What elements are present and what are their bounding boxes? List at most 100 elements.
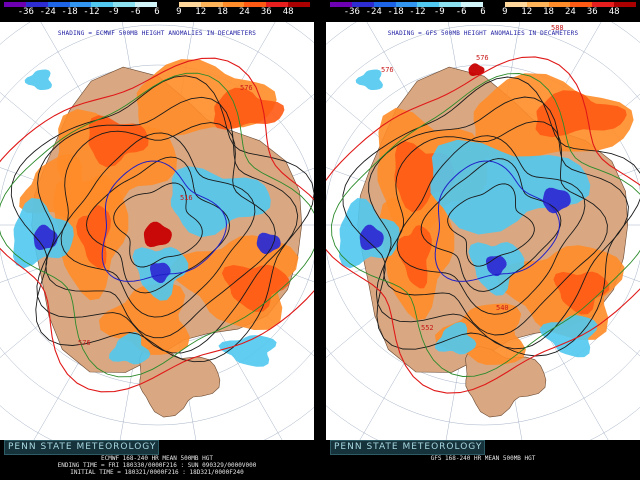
height-contour [45,122,276,339]
legend-tick-label: -24 [365,7,382,17]
legend-tick-label: -6 [455,7,467,17]
legend-swatch [548,2,571,7]
strong-positive-anomaly [397,225,432,289]
legend-swatch [373,2,396,7]
extreme-positive-anomaly [143,221,172,248]
shading-title: SHADING = ECMWF 500MB HEIGHT ANOMALIES I… [57,30,257,37]
legend-tick-label: 36 [260,7,272,17]
legend-swatch [69,2,92,7]
negative-anomaly [24,69,52,90]
legend-tick-label: -18 [387,7,404,17]
legend-swatch [570,2,593,7]
height-contour [396,135,586,315]
penn-state-label: PENN STATE METEOROLOGY [330,440,485,455]
legend-swatch [461,2,484,7]
legend-swatch [113,2,136,7]
contour-label: 516 [180,194,193,202]
strong-positive-anomaly [553,271,610,315]
penn-state-label: PENN STATE METEOROLOGY [4,440,159,455]
legend-swatch [483,2,505,7]
legend-swatch [178,2,201,7]
footer-line: INITIAL TIME = 180321/0000F216 : 18D321/… [70,469,244,476]
gfs-polar-map: 588 576 576 540 552 [326,22,640,440]
red-contour [326,56,640,394]
legend-tick-label: 6 [480,7,486,17]
latitude-circle [326,24,640,426]
latitude-circle [0,24,314,426]
legend-swatch [288,2,311,7]
blue-contour [101,160,228,282]
legend-tick-label: -9 [107,7,119,17]
contour-label: 540 [496,304,509,312]
map-canvas: 588 576 576 540 552 [326,22,640,440]
negative-anomaly [539,315,598,358]
legend-swatch [25,2,48,7]
negative-anomaly [109,331,151,365]
legend-tick-label: 6 [154,7,160,17]
contour-label: 576 [240,84,253,92]
legend-ticks: -36 -24 -18 -12 -9 -6 6 9 12 18 24 36 48 [4,7,310,19]
legend-tick-label: 24 [239,7,250,17]
legend-swatches [4,2,311,7]
negative-anomaly [218,335,277,367]
legend-tick-label: -36 [343,7,360,17]
strong-negative-anomaly [359,224,384,251]
green-contour [0,72,314,378]
ecmwf-panel: -36 -24 -18 -12 -9 -6 6 9 12 18 24 36 48 516 576 576 S… [0,0,314,480]
legend-tick-label: 48 [608,7,620,17]
positive-anomaly [99,283,190,355]
legend-tick-label: -36 [17,7,34,17]
run-info: GFS 168-240 HR MEAN 500MB HGT [326,455,640,462]
legend-tick-label: 24 [565,7,576,17]
ecmwf-polar-map: 516 576 576 [0,22,314,440]
red-contour [0,57,314,393]
footer-line: ECMWF 168-240 HR MEAN 500MB HGT [101,455,213,462]
legend-swatch [417,2,440,7]
height-contour [420,158,562,292]
legend-swatch [47,2,70,7]
contour-label: 576 [78,339,91,347]
legend-swatch [266,2,289,7]
anomaly-legend: -36 -24 -18 -12 -9 -6 6 9 12 18 24 36 48 [328,2,638,22]
blue-contour [434,160,561,282]
height-contour [447,183,535,267]
legend-tick-label: 18 [217,7,228,17]
legend-tick-label: 48 [282,7,294,17]
gfs-panel: -36 -24 -18 -12 -9 -6 6 9 12 18 24 36 48 588 576 576 54… [326,0,640,480]
legend-swatch [222,2,245,7]
height-contour [10,75,314,363]
legend-swatch [157,2,179,7]
legend-swatch [614,2,637,7]
contour-label: 588 [551,24,564,32]
negative-anomaly [355,69,383,90]
extreme-positive-anomaly [468,63,485,76]
legend-swatch [330,2,352,7]
legend-tick-label: 12 [195,7,207,17]
legend-tick-label: -18 [61,7,78,17]
strong-negative-anomaly [150,262,171,284]
green-contour [331,73,640,377]
footer-line: ENDING TIME = FRI 180330/0000F216 : SUN … [57,462,257,469]
legend-tick-label: 36 [586,7,598,17]
legend-swatch [244,2,267,7]
run-info: ECMWF 168-240 HR MEAN 500MB HGT ENDING T… [0,455,314,476]
legend-swatch [200,2,223,7]
legend-tick-label: -12 [83,7,100,17]
strong-positive-anomaly [88,115,149,168]
negative-anomaly [430,139,591,235]
legend-tick-label: -24 [39,7,56,17]
footer-line: GFS 168-240 HR MEAN 500MB HGT [430,455,536,462]
contour-label: 552 [421,324,434,332]
strong-negative-anomaly [33,224,58,251]
legend-tick-label: 12 [521,7,533,17]
legend-swatch [351,2,374,7]
legend-swatch [592,2,615,7]
height-contours [10,75,314,363]
legend-tick-label: 9 [176,7,182,17]
strong-negative-anomaly [542,187,571,214]
legend-swatch [439,2,462,7]
legend-tick-label: 18 [543,7,554,17]
legend-swatch [4,2,26,7]
negative-anomaly [435,321,477,355]
height-contour [36,96,299,354]
